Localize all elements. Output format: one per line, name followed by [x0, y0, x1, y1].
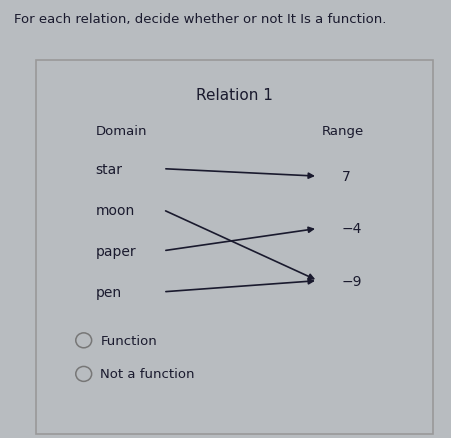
Text: −9: −9 — [342, 274, 362, 288]
Text: pen: pen — [96, 285, 122, 299]
Text: Relation 1: Relation 1 — [196, 87, 273, 102]
Text: Not a function: Not a function — [101, 367, 195, 381]
Text: For each relation, decide whether or not It Is a function.: For each relation, decide whether or not… — [14, 13, 386, 26]
Text: Function: Function — [101, 334, 157, 347]
Text: paper: paper — [96, 244, 136, 258]
Text: moon: moon — [96, 203, 135, 217]
Text: −4: −4 — [342, 222, 362, 236]
Text: Range: Range — [322, 124, 364, 138]
Text: 7: 7 — [342, 170, 350, 184]
Text: star: star — [96, 162, 123, 176]
Text: Domain: Domain — [96, 124, 147, 138]
